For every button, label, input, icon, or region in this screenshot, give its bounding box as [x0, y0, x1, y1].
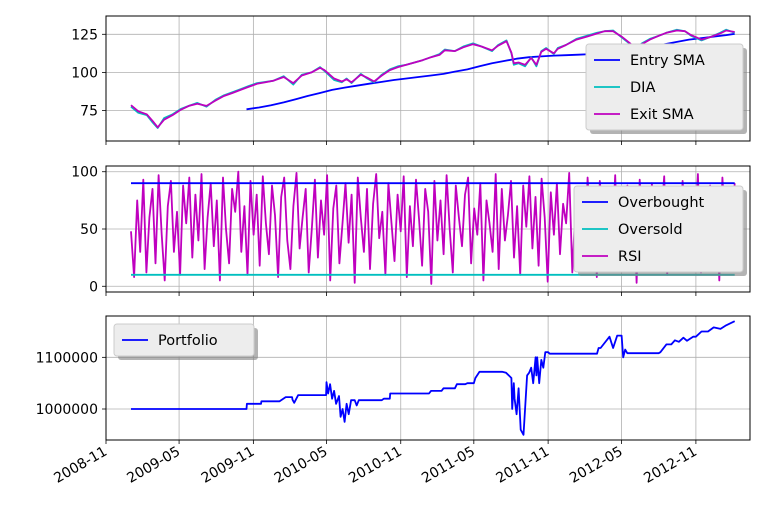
x-tick-label: 2009-11 [199, 444, 258, 487]
series-group [131, 320, 736, 436]
axes-frame [105, 165, 751, 293]
legend-label: Overbought [618, 195, 705, 211]
y-tick-label: 100 [71, 65, 98, 81]
y-tick-label: 50 [80, 222, 98, 238]
y-tick-label: 1000000 [36, 402, 98, 418]
portfolio-panel: 2008-11 2009-05 2009-11 2010-05 2010-11 2011-… [36, 315, 751, 487]
x-tick-label: 2010-11 [346, 444, 405, 487]
legend: Overbought Oversold RSI [573, 185, 747, 276]
y-tick-label: 75 [80, 104, 98, 120]
x-tick-label: 2011-11 [493, 444, 552, 487]
y-tick-label: 100 [71, 165, 98, 181]
price-panel: 75 100 125 Entry SMA DIA Exit SMA [71, 15, 751, 145]
axes-frame [105, 15, 751, 142]
legend-box [585, 43, 744, 131]
legend-label: RSI [618, 249, 642, 265]
legend-box [573, 185, 744, 273]
x-tick-label: 2010-05 [272, 444, 331, 487]
series-line-exit-sma [130, 29, 735, 129]
legend: Entry SMA DIA Exit SMA [585, 43, 747, 134]
legend-label: Entry SMA [630, 53, 705, 69]
y-tick-label: 125 [71, 27, 98, 43]
x-tick-label: 2008-11 [51, 444, 110, 487]
legend-label: DIA [630, 80, 655, 96]
legend-label: Oversold [618, 222, 683, 238]
legend: Portfolio [113, 323, 258, 360]
x-tick-label: 2009-05 [124, 444, 183, 487]
x-tick-label: 2012-05 [567, 444, 626, 487]
y-tick-label: 1100000 [36, 350, 98, 366]
x-tick-label: 2012-11 [641, 444, 700, 487]
legend-box [113, 323, 255, 357]
rsi-panel: 0 50 100 Overbought Oversold RSI [71, 165, 751, 296]
x-tick-label: 2011-05 [419, 444, 478, 487]
legend-label: Exit SMA [630, 107, 694, 123]
legend-label: Portfolio [158, 333, 218, 349]
series-line-portfolio [131, 320, 736, 436]
y-tick-label: 0 [89, 279, 98, 295]
axes-frame [105, 315, 751, 441]
